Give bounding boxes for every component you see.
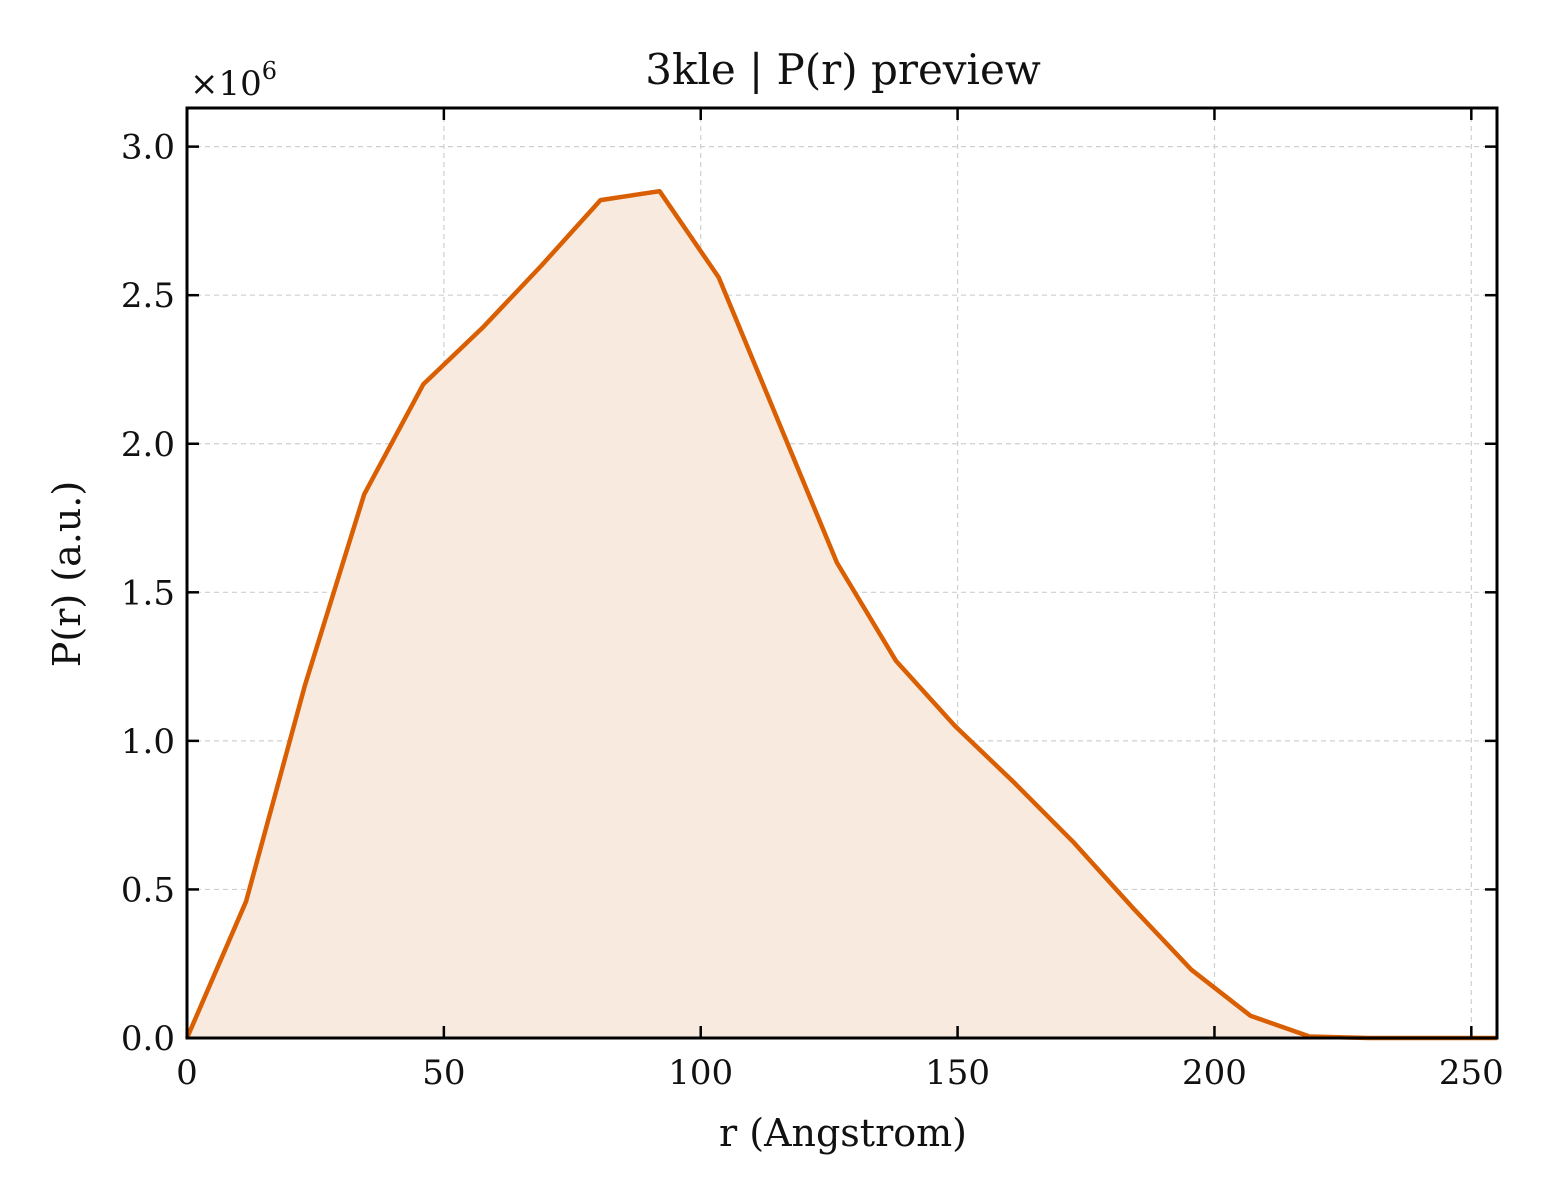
y-multiplier-exp: 6 [262, 57, 277, 85]
x-tick-label: 100 [668, 1053, 733, 1093]
y-tick-label: 3.0 [121, 128, 175, 168]
x-tick-label: 150 [925, 1053, 990, 1093]
chart-title: 3kle | P(r) preview [645, 45, 1041, 94]
y-tick-label: 0.5 [121, 870, 175, 910]
x-axis-label: r (Angstrom) [719, 1111, 967, 1155]
x-tick-label: 250 [1439, 1053, 1504, 1093]
y-tick-label: 2.0 [121, 425, 175, 465]
area-fill [187, 191, 1497, 1038]
plot-frame [185, 106, 1499, 1040]
y-multiplier-base: ×10 [190, 64, 262, 104]
tick-labels: 0 50 100 150 200 250 0.0 0.5 1.0 1.5 2.0 2.5 3.0 [121, 128, 1504, 1093]
x-tick-label: 0 [176, 1053, 198, 1093]
y-multiplier: ×106 [190, 57, 277, 104]
x-tick-label: 50 [422, 1053, 465, 1093]
y-tick-label: 1.5 [121, 573, 175, 613]
y-tick-label: 0.0 [121, 1019, 175, 1059]
series-line [184, 188, 1497, 1041]
y-axis-label: P(r) (a.u.) [45, 481, 89, 667]
y-tick-label: 2.5 [121, 276, 175, 316]
x-tick-label: 200 [1182, 1053, 1247, 1093]
y-tick-label: 1.0 [121, 722, 175, 762]
